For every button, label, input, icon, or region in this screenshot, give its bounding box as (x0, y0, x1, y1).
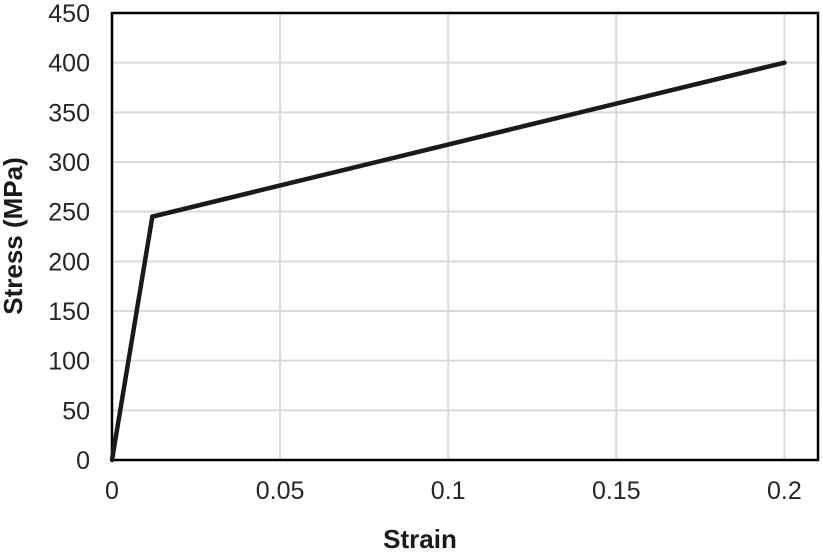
series-group (109, 60, 787, 463)
y-tick-label: 200 (48, 248, 90, 276)
y-tick-label: 250 (48, 199, 90, 227)
y-tick-label: 450 (48, 0, 90, 28)
tick-labels-group: 0 50 100 150 200 250 300 350 400 450 0 0.05 0.1 0.15 0… (48, 0, 801, 505)
x-tick-label: 0 (105, 477, 119, 505)
x-tick-label: 0.2 (767, 477, 802, 505)
y-tick-label: 150 (48, 298, 90, 326)
y-tick-label: 350 (48, 99, 90, 127)
x-tick-label: 0.15 (592, 477, 641, 505)
y-tick-label: 300 (48, 149, 90, 177)
x-tick-label: 0.1 (431, 477, 466, 505)
y-tick-label: 50 (62, 397, 90, 425)
y-tick-label: 400 (48, 50, 90, 78)
y-axis-title: Stress (MPa) (0, 157, 28, 315)
series-line (109, 60, 787, 463)
x-tick-label: 0.05 (256, 477, 305, 505)
x-axis-title: Strain (383, 524, 457, 554)
gridlines-group (112, 13, 818, 460)
plot-border (110, 11, 820, 462)
y-tick-label: 100 (48, 348, 90, 376)
plot-border-group (110, 11, 820, 462)
y-tick-label: 0 (76, 447, 90, 475)
